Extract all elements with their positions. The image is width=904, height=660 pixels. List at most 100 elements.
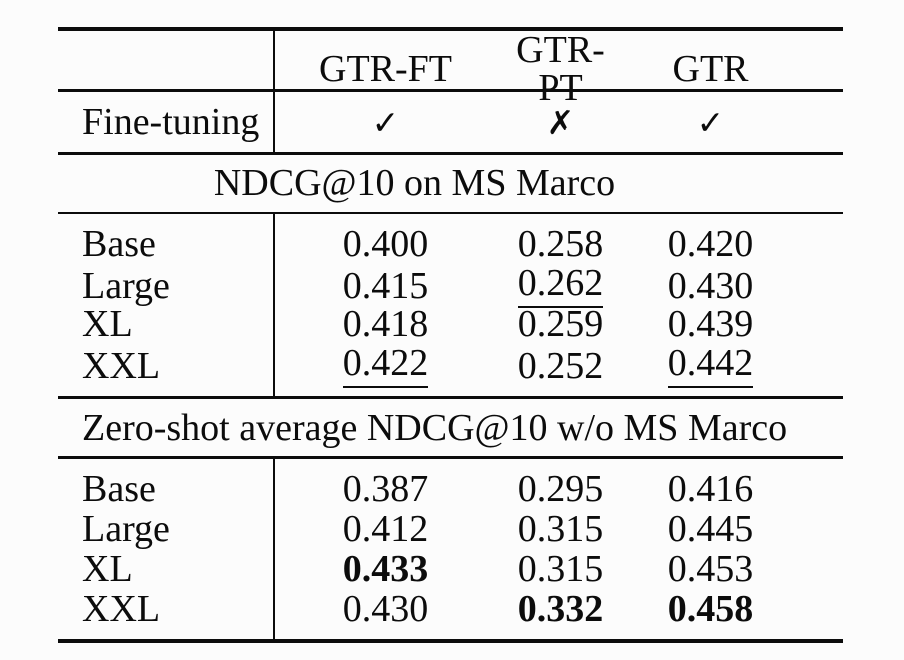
value-cell: 0.445 <box>623 510 843 548</box>
metric-value: 0.458 <box>667 587 754 630</box>
column-divider <box>273 91 275 152</box>
metric-value: 0.445 <box>667 507 754 550</box>
value-cell: 0.453 <box>623 550 843 588</box>
row-label: Base <box>82 223 156 265</box>
row-label-cell: XL <box>58 550 273 588</box>
metric-value: 0.295 <box>517 467 604 510</box>
column-header-block: GTR-FT GTR-PT GTR <box>58 31 843 107</box>
value-cell: 0.415 <box>273 267 498 305</box>
row-label-cell: XXL <box>58 590 273 628</box>
metric-value: 0.433 <box>342 547 429 590</box>
metric-value: 0.252 <box>517 345 604 387</box>
value-cell: 0.420 <box>623 225 843 263</box>
row-label: XL <box>82 303 133 345</box>
table-row: Large 0.412 0.315 0.445 <box>58 509 843 549</box>
value-cell: 0.416 <box>623 470 843 508</box>
value-cell: 0.332 <box>498 590 623 628</box>
metric-value: 0.418 <box>342 303 429 345</box>
column-label: GTR-PT <box>516 29 605 109</box>
fine-tuning-cell: ✗ <box>498 103 623 141</box>
top-rule <box>58 27 843 31</box>
value-cell: 0.295 <box>498 470 623 508</box>
msmarco-data-block: Base 0.400 0.258 0.420 Large 0.415 0.262… <box>58 214 843 396</box>
value-cell: 0.418 <box>273 305 498 343</box>
metric-value: 0.315 <box>517 507 604 550</box>
metric-value: 0.422 <box>342 344 429 388</box>
section-header-row: NDCG@10 on MS Marco <box>58 155 843 212</box>
row-label: Fine-tuning <box>82 100 260 143</box>
value-cell: 0.387 <box>273 470 498 508</box>
results-table: GTR-FT GTR-PT GTR Fine-tuning ✓ ✗ ✓ NDCG… <box>58 27 843 643</box>
section-rule <box>58 456 843 459</box>
row-label: Base <box>82 467 156 510</box>
zeroshot-data-block: Base 0.387 0.295 0.416 Large 0.412 0.315… <box>58 458 843 639</box>
column-header-gtr-ft: GTR-FT <box>273 50 498 88</box>
row-label-cell: Base <box>58 225 273 263</box>
value-cell: 0.412 <box>273 510 498 548</box>
metric-value: 0.415 <box>342 265 429 307</box>
row-label-cell: Base <box>58 470 273 508</box>
column-divider <box>273 458 275 639</box>
column-divider <box>273 31 275 89</box>
row-label-cell: XL <box>58 305 273 343</box>
row-label-cell: Large <box>58 510 273 548</box>
fine-tuning-cell: ✓ <box>623 103 843 141</box>
row-label: XXL <box>82 345 161 387</box>
row-label-cell: Fine-tuning <box>58 103 273 141</box>
column-divider <box>273 214 275 396</box>
section-title: NDCG@10 on MS Marco <box>213 162 616 204</box>
section-header-block: Zero-shot average NDCG@10 w/o MS Marco <box>58 399 843 456</box>
value-cell: 0.259 <box>498 305 623 343</box>
metric-value: 0.262 <box>517 264 604 308</box>
check-icon: ✓ <box>696 102 725 142</box>
row-label-cell: XXL <box>58 347 273 385</box>
value-cell: 0.422 <box>273 344 498 388</box>
value-cell: 0.433 <box>273 550 498 588</box>
value-cell: 0.315 <box>498 510 623 548</box>
value-cell: 0.315 <box>498 550 623 588</box>
fine-tuning-cell: ✓ <box>273 103 498 141</box>
row-label: XL <box>82 547 133 590</box>
check-icon: ✓ <box>371 102 400 142</box>
fine-tuning-block: Fine-tuning ✓ ✗ ✓ <box>58 91 843 152</box>
value-cell: 0.262 <box>498 264 623 308</box>
section-rule <box>58 151 843 155</box>
section-rule <box>58 211 843 214</box>
cross-icon: ✗ <box>546 102 575 142</box>
section-header-row: Zero-shot average NDCG@10 w/o MS Marco <box>58 399 843 456</box>
table-row: XXL 0.422 0.252 0.442 <box>58 344 843 388</box>
column-label: GTR-FT <box>319 48 452 90</box>
metric-value: 0.332 <box>517 587 604 630</box>
metric-value: 0.259 <box>517 303 604 345</box>
table-row: XL 0.418 0.259 0.439 <box>58 304 843 344</box>
table-row: Base 0.400 0.258 0.420 <box>58 224 843 264</box>
metric-value: 0.258 <box>517 223 604 265</box>
value-cell: 0.430 <box>623 267 843 305</box>
metric-value: 0.315 <box>517 547 604 590</box>
table-row: XXL 0.430 0.332 0.458 <box>58 589 843 629</box>
table-row: Base 0.387 0.295 0.416 <box>58 469 843 509</box>
row-label: Large <box>82 507 170 550</box>
row-label: Large <box>82 265 170 307</box>
metric-value: 0.430 <box>342 587 429 630</box>
column-label: GTR <box>672 48 749 90</box>
metric-value: 0.442 <box>667 344 754 388</box>
table-row: XL 0.433 0.315 0.453 <box>58 549 843 589</box>
value-cell: 0.400 <box>273 225 498 263</box>
metric-value: 0.453 <box>667 547 754 590</box>
column-header-row: GTR-FT GTR-PT GTR <box>58 31 843 107</box>
value-cell: 0.252 <box>498 347 623 385</box>
value-cell: 0.442 <box>623 344 843 388</box>
metric-value: 0.416 <box>667 467 754 510</box>
value-cell: 0.439 <box>623 305 843 343</box>
metric-value: 0.400 <box>342 223 429 265</box>
value-cell: 0.458 <box>623 590 843 628</box>
metric-value: 0.439 <box>667 303 754 345</box>
table-row: Large 0.415 0.262 0.430 <box>58 264 843 308</box>
fine-tuning-row: Fine-tuning ✓ ✗ ✓ <box>58 92 843 152</box>
metric-value: 0.430 <box>667 265 754 307</box>
row-label-cell: Large <box>58 267 273 305</box>
metric-value: 0.387 <box>342 467 429 510</box>
column-header-gtr: GTR <box>623 50 843 88</box>
